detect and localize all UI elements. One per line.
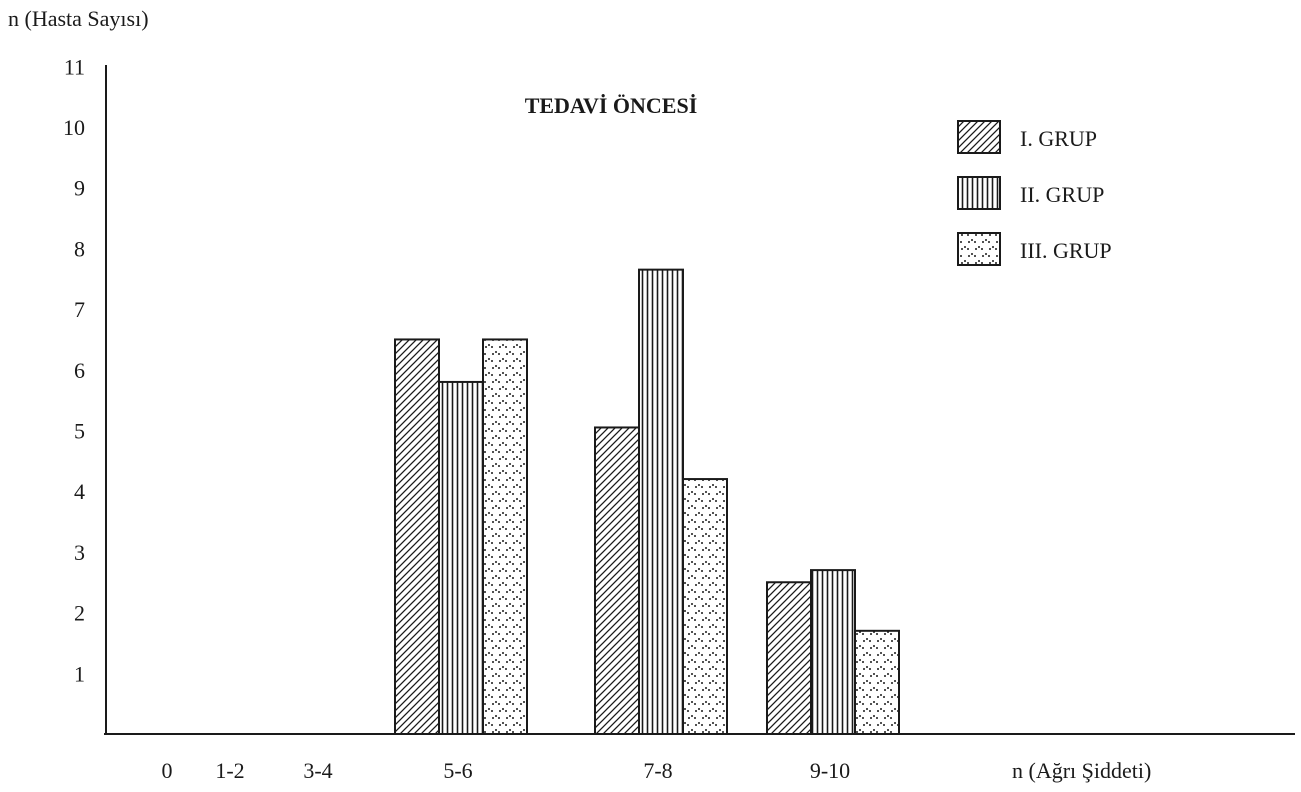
legend-label: II. GRUP	[1020, 182, 1104, 207]
y-tick-label: 11	[64, 54, 85, 79]
bar-i-grup-9-10	[766, 581, 812, 735]
chart-title: TEDAVİ ÖNCESİ	[525, 93, 698, 118]
y-tick-label: 8	[74, 236, 85, 261]
y-tick-label: 6	[74, 358, 85, 383]
x-tick-label: 0	[162, 758, 173, 783]
x-tick-label: 3-4	[303, 758, 332, 783]
y-tick-label: 3	[74, 540, 85, 565]
y-tick-label: 1	[74, 661, 85, 686]
y-tick-label: 9	[74, 176, 85, 201]
x-tick-label: 5-6	[443, 758, 472, 783]
bar-iii-grup-7-8	[682, 478, 728, 735]
legend-swatch	[957, 120, 1001, 154]
x-tick-label: 1-2	[215, 758, 244, 783]
y-tick-label: 10	[63, 115, 85, 140]
legend-label: III. GRUP	[1020, 238, 1112, 263]
legend-swatch	[957, 232, 1001, 266]
y-tick-label: 5	[74, 419, 85, 444]
y-tick-label: 4	[74, 479, 85, 504]
bar-ii-grup-7-8	[638, 268, 684, 735]
bar-ii-grup-5-6	[438, 380, 484, 735]
y-axis-label: n (Hasta Sayısı)	[8, 6, 149, 31]
bar-iii-grup-5-6	[482, 338, 528, 735]
legend-label: I. GRUP	[1020, 126, 1097, 151]
y-tick-label: 2	[74, 601, 85, 626]
bar-iii-grup-9-10	[854, 629, 900, 735]
bar-i-grup-5-6	[394, 338, 440, 735]
x-tick-label: 9-10	[810, 758, 850, 783]
x-tick-label: 7-8	[643, 758, 672, 783]
y-tick-label: 7	[74, 297, 85, 322]
legend-swatch	[957, 176, 1001, 210]
bar-ii-grup-9-10	[810, 569, 856, 735]
x-axis-label: n (Ağrı Şiddeti)	[1012, 758, 1151, 783]
bar-i-grup-7-8	[594, 426, 640, 735]
